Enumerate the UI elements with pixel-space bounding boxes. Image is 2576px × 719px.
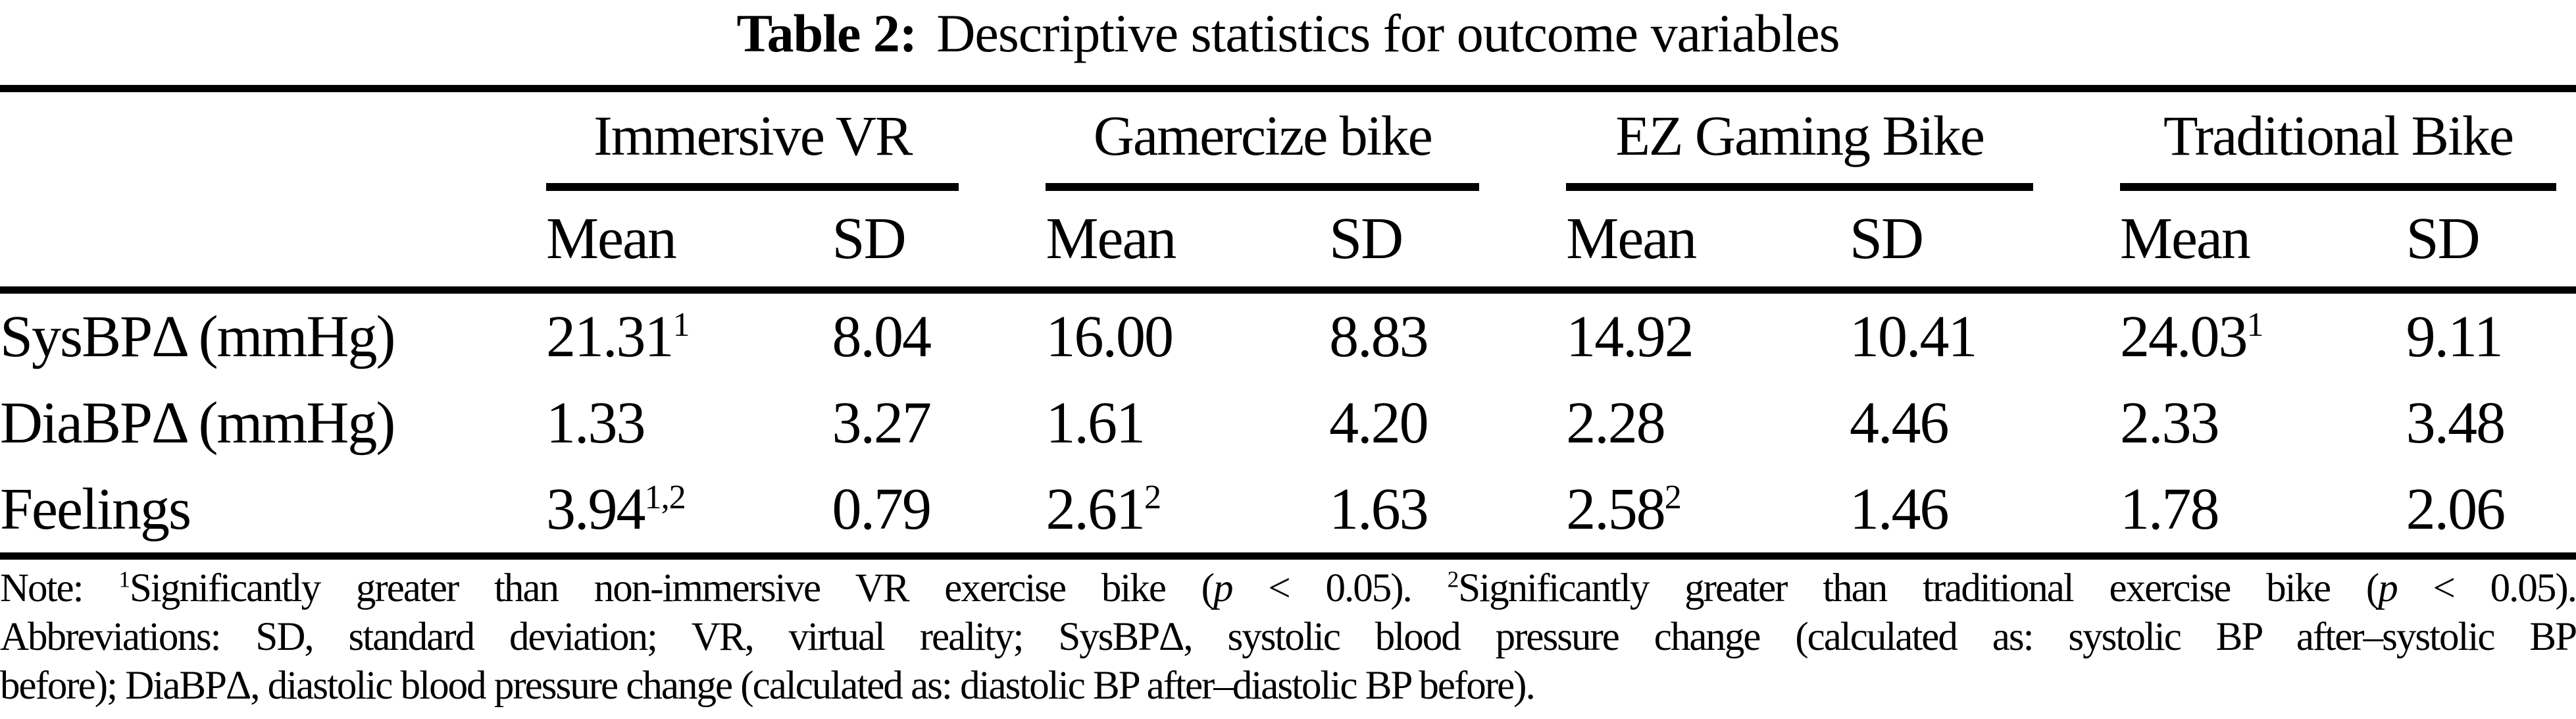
significance-superscript: 1,2 xyxy=(644,478,686,516)
table-cell: 4.46 xyxy=(1849,390,1949,456)
significance-superscript: 2 xyxy=(1664,478,1682,516)
row-label: DiaBPΔ (mmHg) xyxy=(0,390,395,456)
p-value-symbol: p xyxy=(2378,566,2398,610)
sd-header: SD xyxy=(1329,191,1567,294)
significance-superscript: 1 xyxy=(2246,306,2264,344)
mean-header: Mean xyxy=(545,191,832,294)
sd-header: SD xyxy=(1849,191,2120,294)
sd-header: SD xyxy=(832,191,1046,294)
group-header-immersive-vr: Immersive VR xyxy=(545,89,1046,191)
table-title: Table 2: Descriptive statistics for outco… xyxy=(0,0,2576,85)
footnote-marker-2: 2 xyxy=(1447,566,1459,593)
table-cell: 3.27 xyxy=(832,390,932,456)
group-header-traditional-bike: Traditional Bike xyxy=(2120,89,2576,191)
table-cell: 2.582 xyxy=(1566,477,1682,542)
note-line-significance: Note: 1Significantly greater than non-im… xyxy=(0,566,2576,610)
table-note: Note: 1Significantly greater than non-im… xyxy=(0,564,2576,710)
table-cell: 1.63 xyxy=(1329,477,1428,542)
table-cell: 9.11 xyxy=(2406,304,2504,369)
significance-superscript: 2 xyxy=(1144,478,1161,516)
row-label: Feelings xyxy=(0,477,191,542)
table-cell: 2.612 xyxy=(1046,477,1161,542)
table-cell: 8.04 xyxy=(832,304,932,369)
descriptive-statistics-table: Immersive VR Gamercize bike EZ Gaming Bi… xyxy=(0,85,2576,560)
table-cell: 2.06 xyxy=(2406,477,2506,542)
table-cell: 0.79 xyxy=(832,477,932,542)
table-caption: Descriptive statistics for outcome varia… xyxy=(936,3,1840,63)
sd-header: SD xyxy=(2406,191,2576,294)
table-cell: 2.33 xyxy=(2120,390,2219,456)
table-cell: 14.92 xyxy=(1566,304,1694,369)
group-header-label: EZ Gaming Bike xyxy=(1566,103,2033,191)
column-group-header-row: Immersive VR Gamercize bike EZ Gaming Bi… xyxy=(0,89,2576,192)
table-cell: 1.46 xyxy=(1849,477,1949,542)
table-cell: 24.031 xyxy=(2120,304,2264,369)
table-cell: 16.00 xyxy=(1046,304,1173,369)
note-line-abbreviations-cont: before); DiaBPΔ, diastolic blood pressur… xyxy=(0,664,1536,708)
group-header-ez-gaming-bike: EZ Gaming Bike xyxy=(1566,89,2120,191)
table-row-feelings: Feelings 3.941,2 0.79 2.612 1.63 2.582 1… xyxy=(0,466,2576,556)
table-row-sysbp: SysBPΔ (mmHg) 21.311 8.04 16.00 8.83 14.… xyxy=(0,290,2576,381)
note-line-abbreviations: Abbreviations: SD, standard deviation; V… xyxy=(0,615,2576,659)
footnote-marker-1: 1 xyxy=(118,566,130,593)
mean-header: Mean xyxy=(1566,191,1850,294)
table-cell: 8.83 xyxy=(1329,304,1428,369)
mean-header: Mean xyxy=(1046,191,1330,294)
row-label: SysBPΔ (mmHg) xyxy=(0,304,396,369)
table-row-diabp: DiaBPΔ (mmHg) 1.33 3.27 1.61 4.20 2.28 4… xyxy=(0,380,2576,466)
table-cell: 3.48 xyxy=(2406,390,2506,456)
group-header-label: Gamercize bike xyxy=(1046,103,1480,191)
table-number: Table 2: xyxy=(736,3,917,63)
p-value-symbol: p xyxy=(1213,566,1233,610)
table-cell: 21.311 xyxy=(545,304,690,369)
table-cell: 2.28 xyxy=(1566,390,1665,456)
group-header-gamercize-bike: Gamercize bike xyxy=(1046,89,1566,191)
spacer-cell xyxy=(0,89,546,192)
group-header-label: Immersive VR xyxy=(545,103,959,191)
significance-superscript: 1 xyxy=(672,306,690,344)
table-cell: 10.41 xyxy=(1849,304,1977,369)
subheader-row: Mean SD Mean SD Mean SD Mean SD xyxy=(0,191,2576,294)
table-cell: 1.33 xyxy=(545,390,645,456)
table-cell: 1.78 xyxy=(2120,477,2219,542)
table-cell: 1.61 xyxy=(1046,390,1145,456)
mean-header: Mean xyxy=(2120,191,2406,294)
spacer-cell xyxy=(0,191,546,294)
table-cell: 4.20 xyxy=(1329,390,1428,456)
group-header-label: Traditional Bike xyxy=(2120,103,2556,191)
table-cell: 3.941,2 xyxy=(545,477,686,542)
